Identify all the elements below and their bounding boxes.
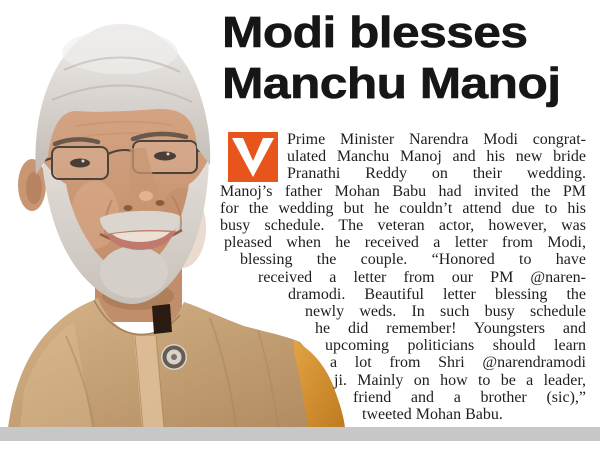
body-line: ji. Mainly on how to be a leader, — [334, 371, 586, 389]
body-line: Pranathi Reddy on their wedding. — [287, 165, 586, 183]
glasses — [39, 140, 209, 180]
collar-gap — [152, 304, 172, 334]
body-line: Manoj’s father Mohan Babu had invited th… — [220, 182, 586, 200]
nose — [126, 148, 164, 216]
body-line: tweeted Mohan Babu. — [362, 406, 503, 423]
headline: Modi blesses Manchu Manoj — [222, 7, 562, 109]
headline-line2: Manchu Manoj — [222, 59, 562, 109]
body-line: newly weds. In such busy schedule — [305, 302, 586, 320]
body-line: upcoming politicians should learn — [325, 337, 586, 355]
body-line: Prime Minister Narendra Modi congrat- — [287, 131, 586, 148]
v-checkmark-icon — [228, 132, 278, 182]
body-line: received a letter from our PM @naren- — [258, 268, 586, 286]
body-line: ulated Manchu Manoj and his new bride — [287, 148, 586, 166]
body-line: a lot from Shri @narendramodi — [330, 354, 586, 372]
body-line: dramodi. Beautiful letter blessing the — [288, 285, 586, 303]
modi-photo — [8, 23, 345, 428]
eye — [154, 151, 176, 161]
body-line: blessing the couple. “Honored to have — [240, 251, 586, 269]
headline-line1: Modi blesses — [222, 8, 529, 58]
article-body: Prime Minister Narendra Modi congrat-ula… — [220, 131, 586, 423]
footer-divider-bar — [0, 427, 600, 441]
eye — [70, 158, 90, 168]
body-line: friend and a brother (sic),” — [353, 388, 586, 406]
body-line: for the wedding but he couldn’t attend d… — [220, 199, 586, 217]
body-line: busy schedule. The veteran actor, howeve… — [220, 216, 586, 234]
body-line: he did remember! Youngsters and — [315, 320, 586, 338]
eyebrow — [130, 131, 189, 142]
eyebrow — [52, 137, 101, 147]
body-line: pleased when he received a letter from M… — [224, 234, 586, 252]
amber-stole-edge — [294, 340, 345, 428]
collar-button — [161, 344, 187, 370]
